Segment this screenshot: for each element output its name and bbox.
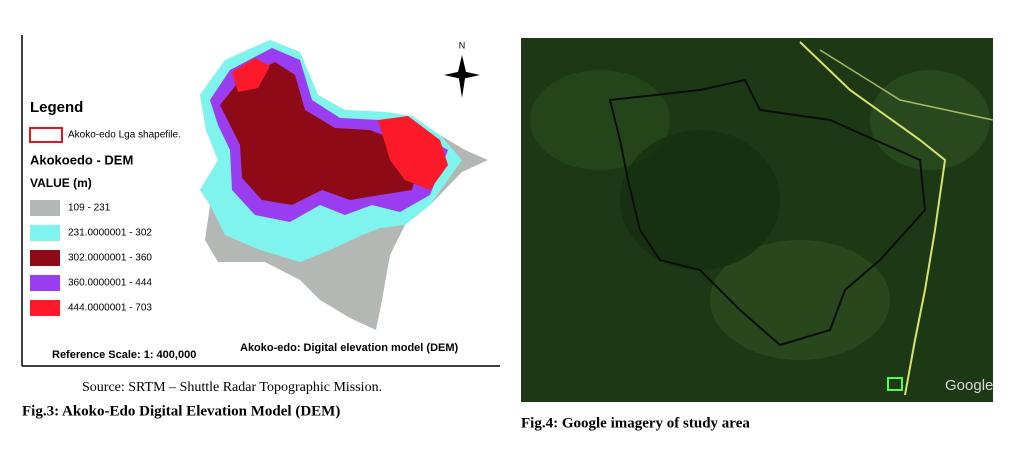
field-name: VALUE (m) <box>30 176 92 190</box>
north-label: N <box>459 40 466 50</box>
legend-swatch <box>30 275 60 291</box>
legend-swatch <box>30 300 60 316</box>
shapefile-swatch <box>29 127 63 143</box>
figure-caption: Fig.4: Google imagery of study area <box>521 415 750 431</box>
legend-title: Legend <box>30 99 83 116</box>
legend-classes: 109 - 231 231.0000001 - 302 302.0000001 - … <box>30 200 152 316</box>
shapefile-label: Akoko-edo Lga shapefile. <box>68 130 181 141</box>
legend-label: 231.0000001 - 302 <box>68 228 152 239</box>
legend-label: 109 - 231 <box>68 203 111 214</box>
layer-name: Akokoedo - DEM <box>30 152 133 167</box>
dem-map <box>200 40 488 330</box>
legend-swatch <box>30 225 60 241</box>
watermark: Google <box>945 377 993 394</box>
legend-swatch <box>30 200 60 216</box>
map-title: Akoko-edo: Digital elevation model (DEM) <box>240 342 459 354</box>
legend-label: 444.0000001 - 703 <box>68 303 152 314</box>
legend-label: 360.0000001 - 444 <box>68 278 152 289</box>
north-arrow: N <box>444 40 480 98</box>
legend-label: 302.0000001 - 360 <box>68 253 152 264</box>
legend-swatch <box>30 250 60 266</box>
figure-caption: Fig.3: Akoko-Edo Digital Elevation Model… <box>22 403 340 419</box>
source-note: Source: SRTM – Shuttle Radar Topographic… <box>82 380 382 395</box>
reference-scale: Reference Scale: 1: 400,000 <box>52 349 196 361</box>
satellite-image <box>521 38 994 402</box>
